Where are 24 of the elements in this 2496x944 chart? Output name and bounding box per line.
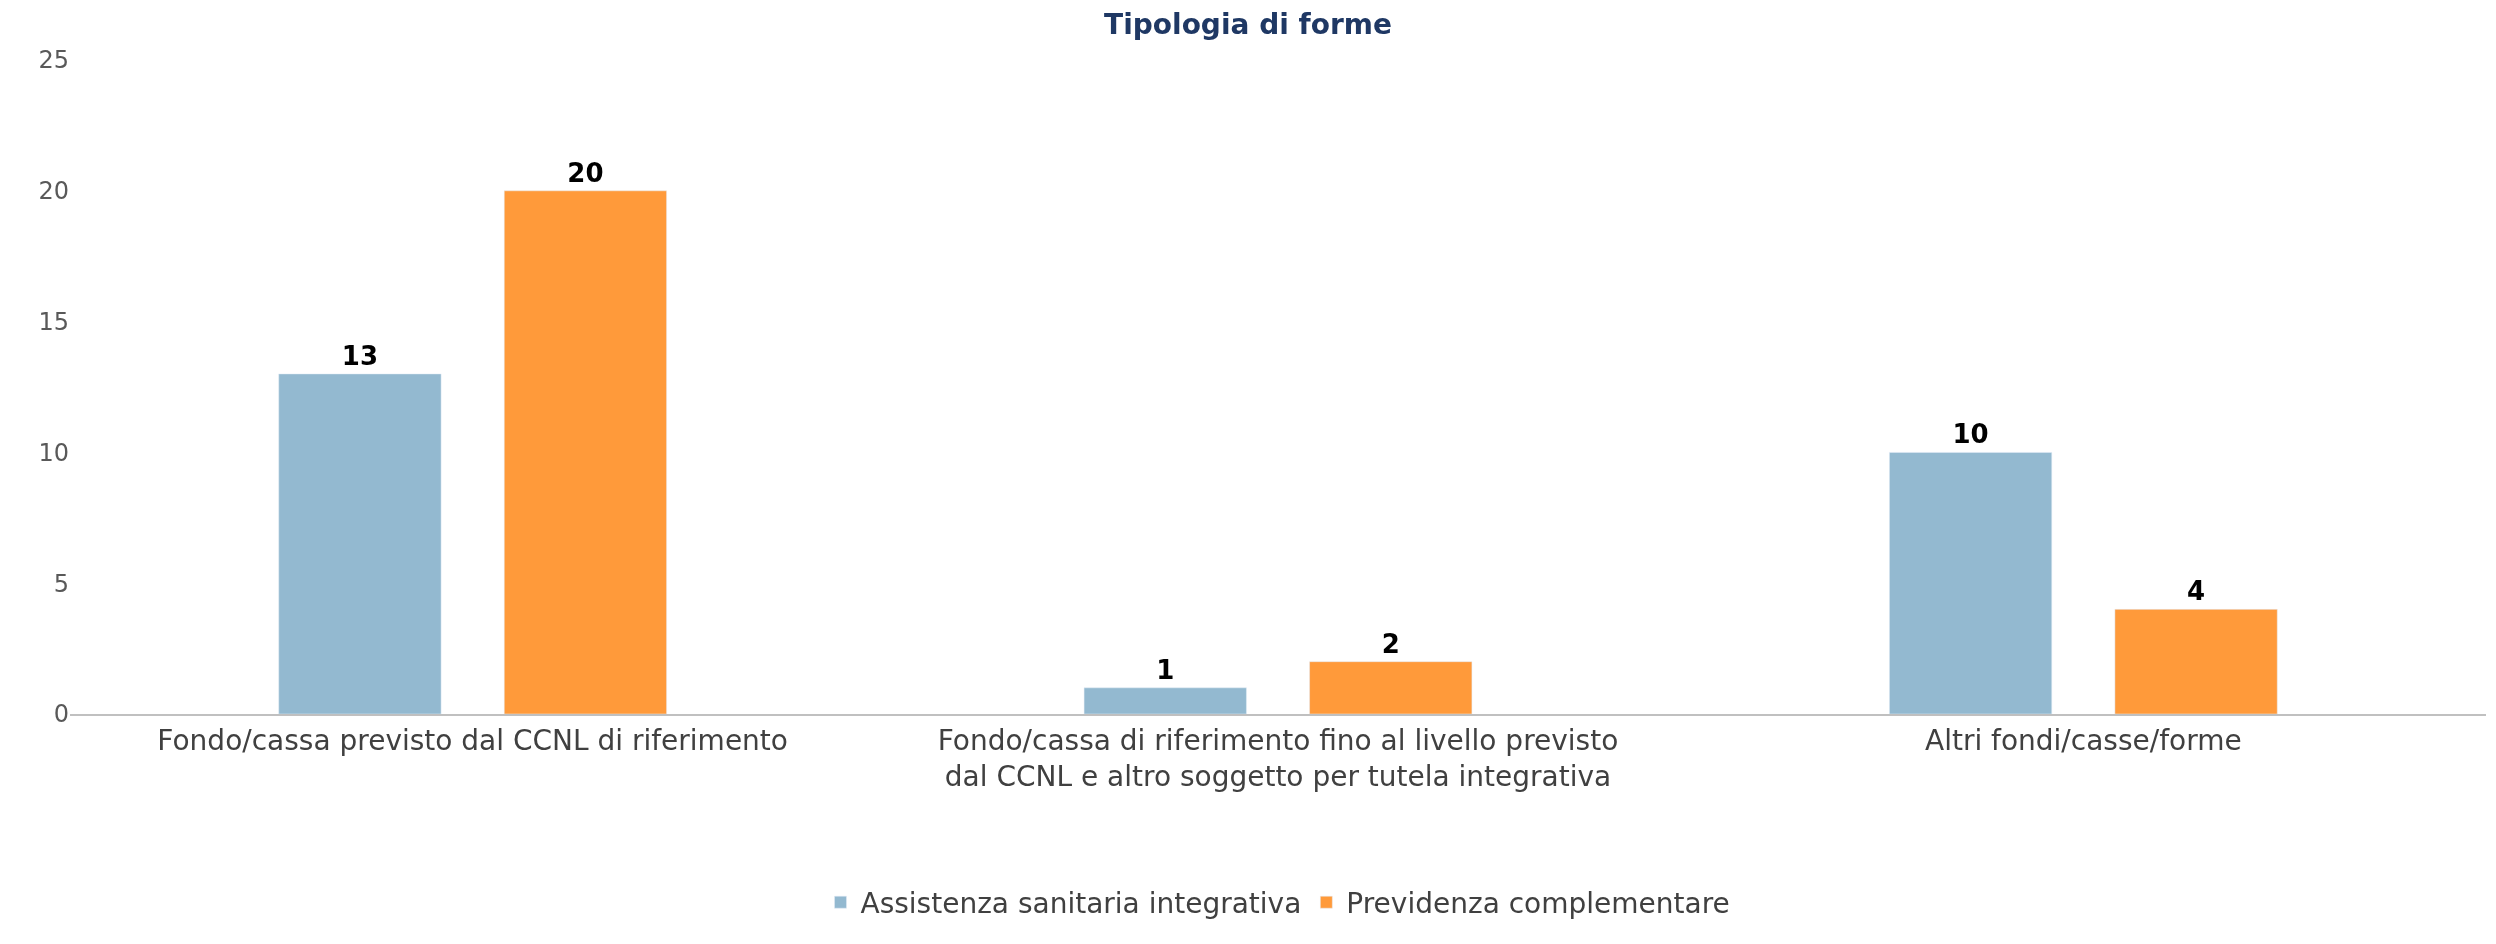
y-tick-label: 0 [53, 700, 69, 729]
x-tick-label: Altri fondi/casse/forme [1924, 723, 2242, 757]
data-label: 10 [1952, 419, 1989, 450]
y-tick-label: 25 [38, 46, 69, 75]
bar [1309, 661, 1473, 714]
data-label: 1 [1156, 654, 1175, 685]
chart-title: Tipologia di forme [1104, 7, 1392, 41]
legend-label: Assistenza sanitaria integrativa [860, 887, 1302, 921]
bar [278, 373, 442, 714]
data-label: 2 [1381, 628, 1400, 659]
bar [1083, 687, 1247, 714]
y-tick-label: 5 [53, 569, 69, 598]
y-tick-label: 20 [38, 177, 69, 206]
legend-label: Previdenza complementare [1346, 887, 1730, 921]
bar [1889, 452, 2053, 714]
y-tick-label: 10 [38, 438, 69, 467]
data-label: 4 [2187, 576, 2206, 607]
y-tick-label: 15 [38, 308, 69, 336]
bar [2114, 609, 2278, 714]
data-label: 13 [341, 340, 379, 371]
x-tick-label: Fondo/cassa di riferimento fino al livello previsto dal CCNL e altro soggetto per tutela integrativa [937, 723, 1619, 793]
bar [503, 190, 667, 714]
data-label: 20 [567, 157, 604, 188]
x-tick-label: Fondo/cassa previsto dal CCNL di riferimento [157, 723, 788, 757]
